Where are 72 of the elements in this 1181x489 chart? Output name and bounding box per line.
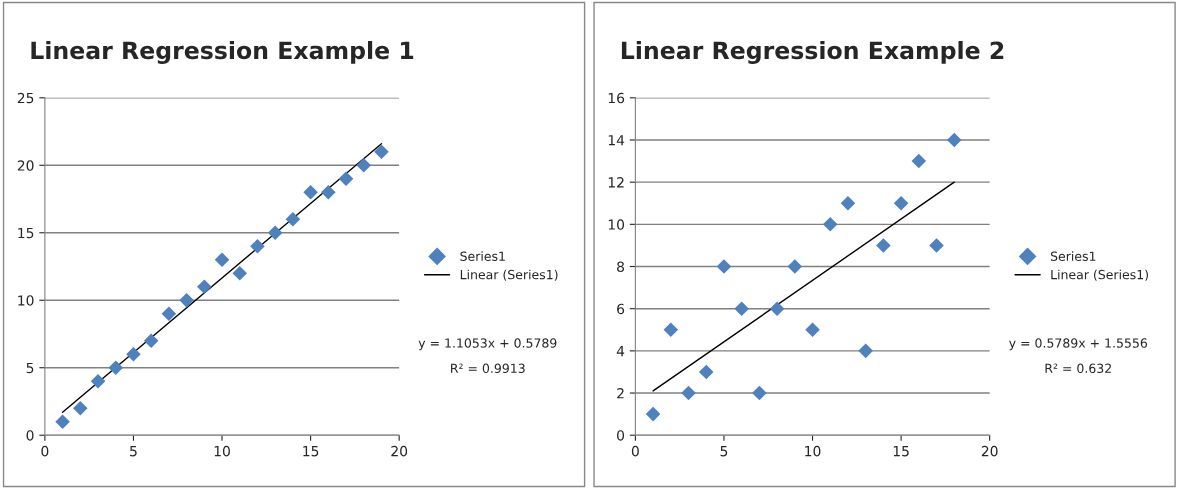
y-tick-label: 15 [18,227,34,239]
y-tick-label: 10 [608,219,625,230]
legend-label: Series1 [1050,251,1096,261]
point [197,279,212,295]
point [321,184,336,200]
point [716,259,732,274]
point [356,158,372,173]
text: R² = 0.9913 [451,363,525,374]
x-tick-label: 20 [391,445,408,457]
point [946,132,962,148]
y-tick-label: 10 [18,295,34,306]
y-tick-label: 16 [608,92,625,104]
point [822,217,838,232]
point [161,306,177,322]
point [769,301,785,316]
text: R² = 0.632 [1045,363,1111,374]
x-tick-label: 15 [893,446,909,457]
point [90,373,106,389]
point [698,364,714,380]
point [663,322,679,338]
text: y = 1.1053x + 0.5789 [418,338,557,351]
point [734,301,749,316]
point [232,265,248,281]
point [374,144,389,160]
y-tick-label: 5 [26,362,34,374]
y-tick-label: 14 [608,135,625,146]
text: y = 0.5789x + 1.5556 [1009,338,1148,351]
x-tick-label: 5 [720,446,728,457]
point [267,225,283,241]
legend-label: Series1 [460,251,505,261]
x-tick-label: 5 [130,446,137,457]
point [911,153,927,169]
legend-label: Linear (Series1) [460,269,558,281]
point [929,238,944,253]
point [214,252,230,268]
point [840,195,856,211]
point [858,343,873,359]
y-tick-label: 4 [616,346,625,357]
x-tick-label: 20 [981,445,998,457]
chart-title: Linear Regression Example 1 [31,40,414,65]
point [143,333,159,349]
y-tick-label: 0 [26,430,34,441]
x-tick-label: 15 [303,446,319,457]
point [752,385,767,401]
point [645,406,661,422]
y-tick-label: 8 [617,261,625,272]
chart-title: Linear Regression Example 2 [621,40,1004,65]
y-tick-label: 6 [617,303,625,315]
y-tick-label: 0 [617,430,625,441]
point [250,238,265,254]
x-tick-label: 10 [214,445,230,457]
point [805,322,820,338]
point [303,184,318,200]
x-tick-label: 10 [805,445,821,457]
point [681,385,696,401]
point [179,292,194,308]
x-tick-label: 0 [631,445,639,457]
y-tick-label: 25 [17,92,34,104]
x-tick-label: 0 [41,445,49,457]
y-tick-label: 20 [17,160,34,171]
point [108,360,124,376]
point [338,171,354,187]
point [876,238,891,253]
point [55,414,70,429]
point [787,259,803,274]
point [73,400,88,416]
y-tick-label: 2 [617,388,624,399]
point [126,346,141,362]
legend-label: Linear (Series1) [1051,269,1148,281]
y-tick-label: 12 [608,177,624,188]
point [893,195,909,211]
point [285,211,301,227]
